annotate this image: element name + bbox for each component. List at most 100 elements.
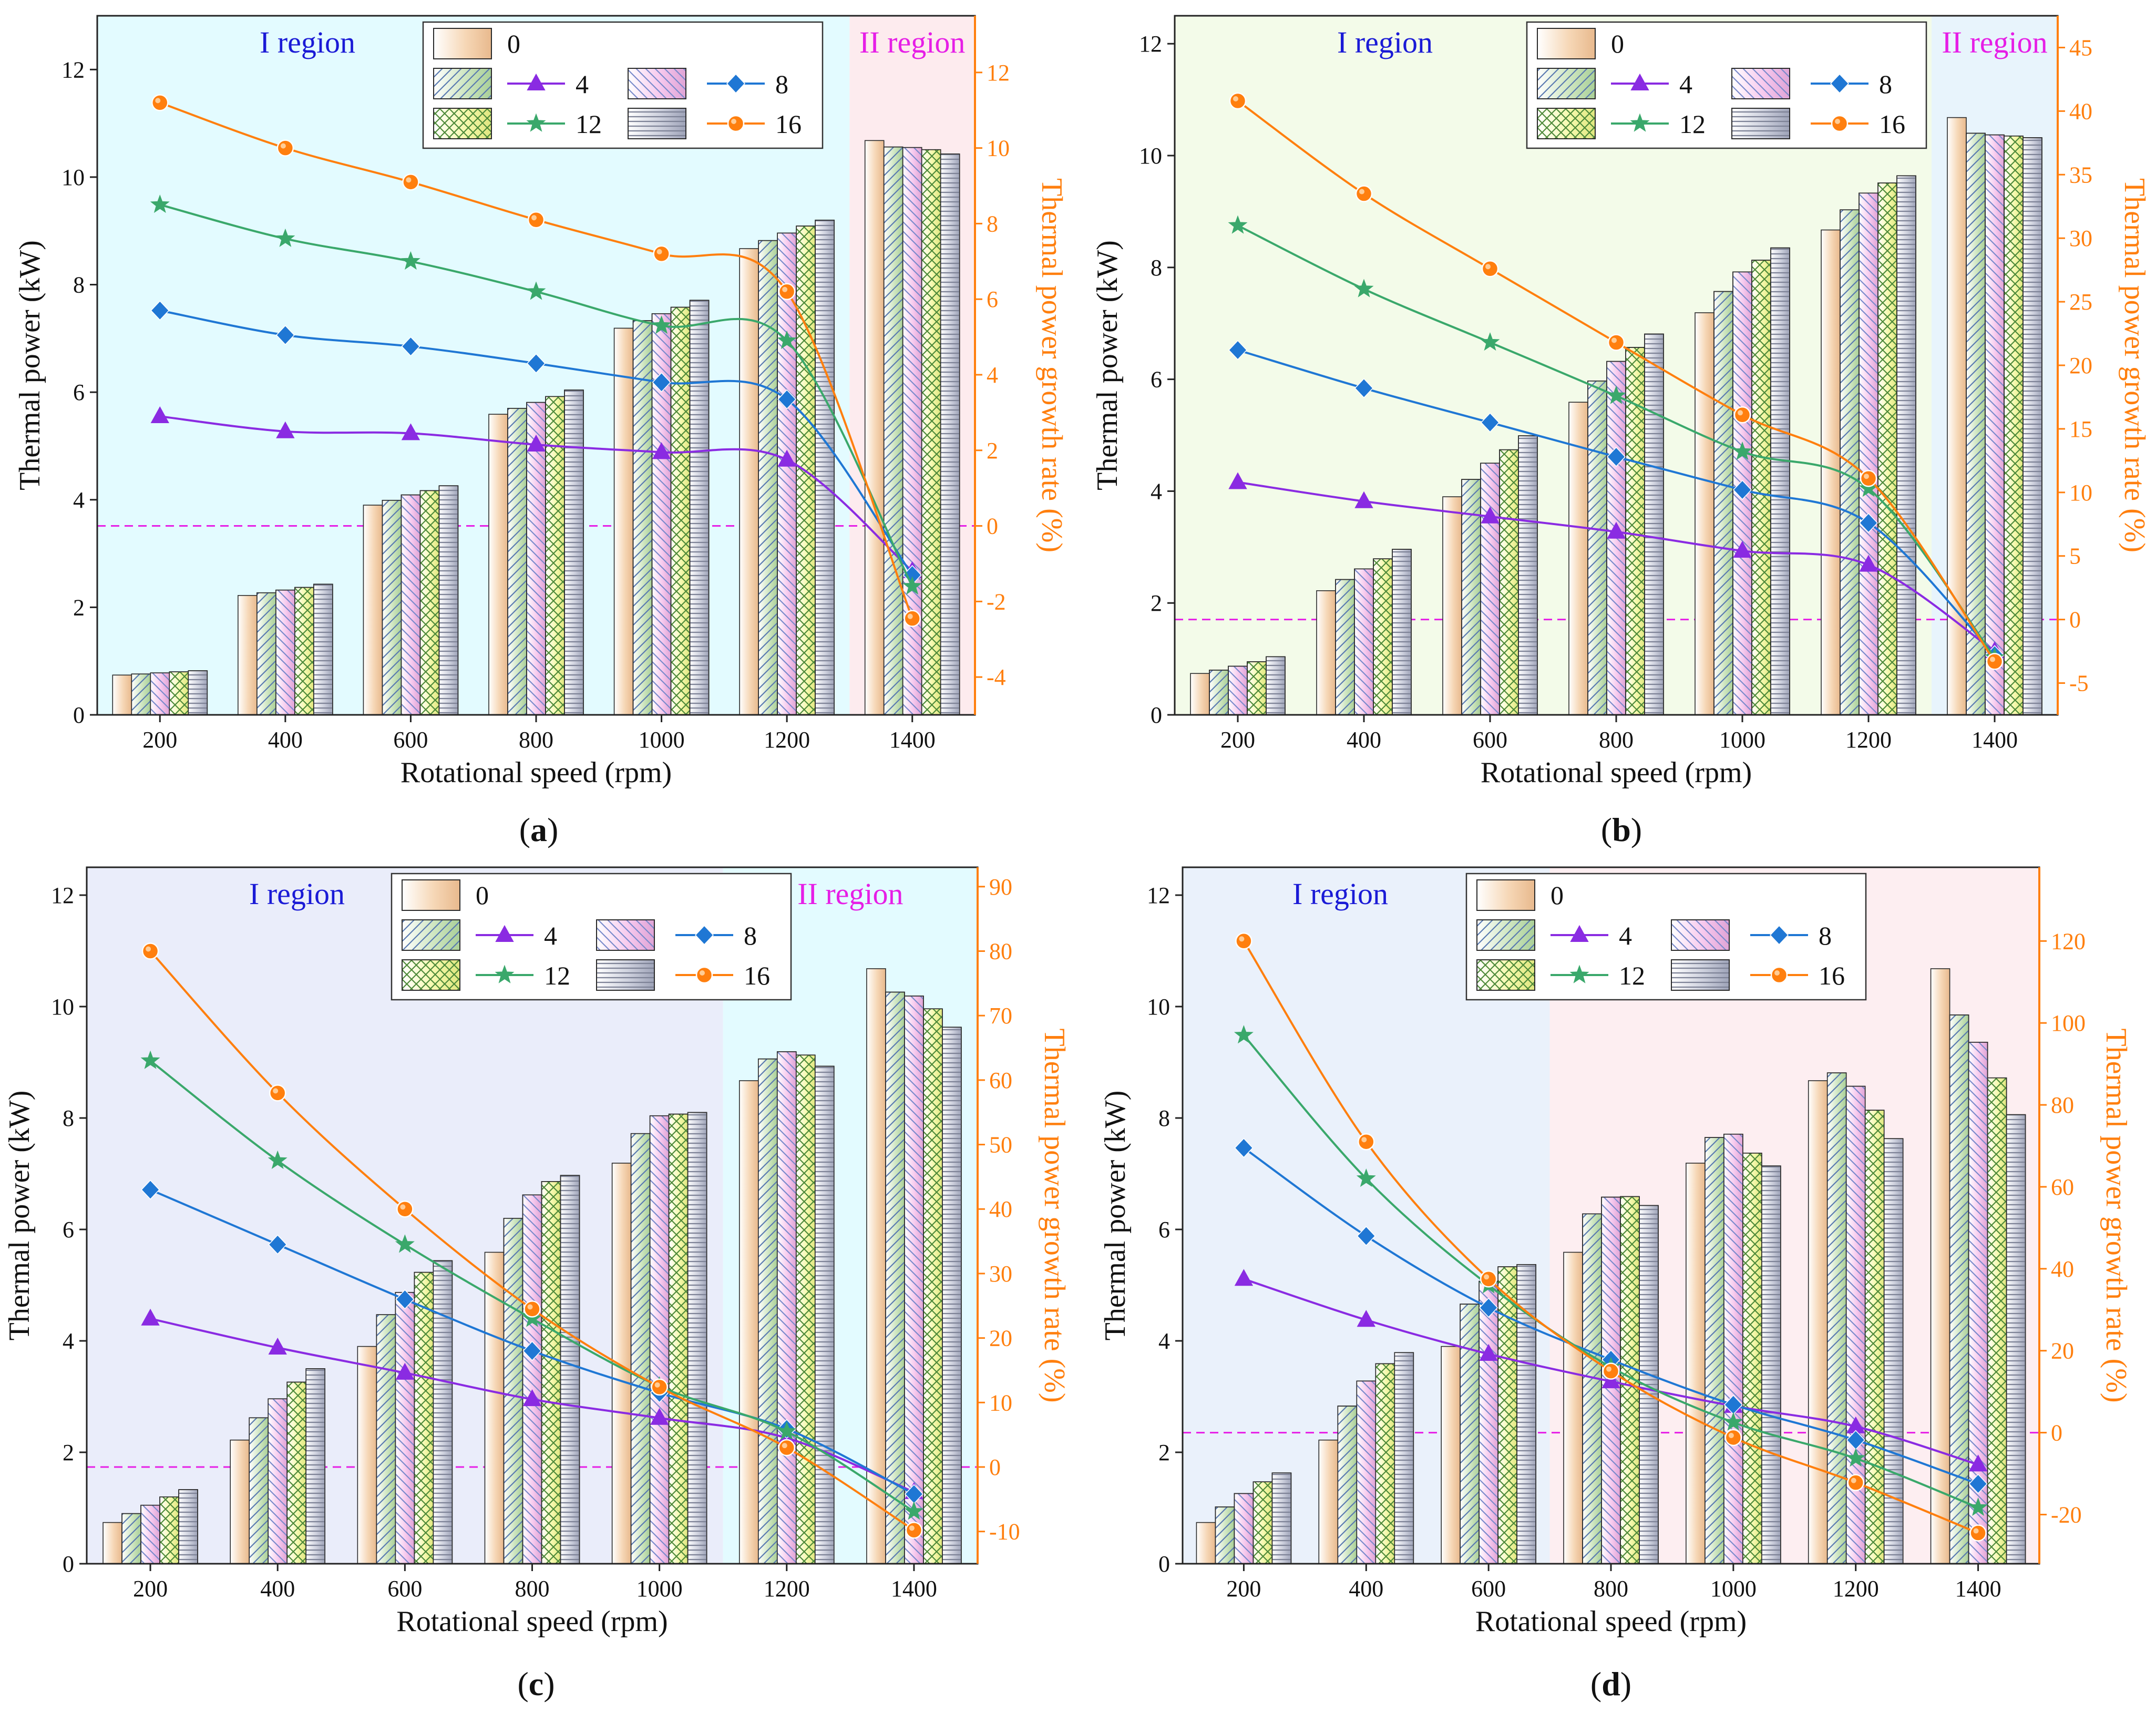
y-tick-label: 8: [63, 1105, 74, 1131]
bar-series-4-1200: [758, 240, 778, 715]
bar-series-12-600: [419, 490, 440, 715]
x-axis-label: Rotational speed (rpm): [1481, 756, 1752, 789]
bar-series-4-1200: [757, 1058, 778, 1564]
growth-point-12-400: [1356, 1168, 1376, 1187]
bar-series-0-1400: [864, 140, 885, 715]
growth-point-16-1400: [1986, 653, 2004, 670]
bar-series-12-200: [1247, 661, 1267, 715]
growth-point-16-200: [1235, 932, 1252, 950]
y-tick-label: 10: [1139, 143, 1162, 169]
growth-point-12-1000: [1732, 441, 1752, 460]
growth-point-8-400: [275, 325, 295, 345]
legend-label-4: 4: [544, 921, 557, 950]
growth-point-4-1000: [1733, 540, 1752, 558]
legend: 0 4 8 12 16: [422, 21, 824, 149]
x-tick-label: 1400: [1955, 1576, 2001, 1602]
bar-series-4-600: [382, 499, 402, 715]
bar-series-4-1200: [1840, 209, 1860, 715]
bar-series-4-600: [1461, 479, 1481, 715]
growth-point-16-600: [1480, 1270, 1497, 1288]
x-tick-label: 1400: [889, 727, 936, 753]
bar-series-0-600: [1442, 496, 1462, 715]
bar-series-0-800: [1563, 1252, 1583, 1564]
growth-point-4-200: [1234, 1269, 1254, 1286]
growth-point-16-400: [1358, 1133, 1375, 1151]
y-tick-label: 4: [73, 487, 85, 513]
bar-series-0-400: [230, 1439, 250, 1564]
legend: 0 4 8 12 16: [1465, 873, 1867, 1001]
growth-point-16-1000: [653, 245, 670, 263]
growth-point-8-600: [1480, 412, 1500, 433]
y-right-tick-label: 70: [989, 1003, 1012, 1029]
bar-series-12-1000: [670, 306, 691, 715]
bar-series-16-800: [560, 1175, 580, 1564]
legend-label-16: 16: [1819, 961, 1845, 990]
x-tick-label: 400: [268, 727, 303, 753]
growth-line-16: [159, 101, 913, 619]
y-right-tick-label: 10: [989, 1390, 1012, 1416]
bar-series-4-200: [121, 1513, 141, 1564]
bar-series-8-800: [522, 1194, 542, 1564]
bar-series-0-200: [1196, 1522, 1216, 1564]
bar-series-12-1200: [795, 1054, 816, 1564]
bar-series-0-1000: [613, 327, 634, 715]
x-tick-label: 600: [1471, 1576, 1506, 1602]
bar-series-8-1000: [1723, 1133, 1743, 1564]
growth-point-12-1000: [652, 315, 672, 334]
y-right-tick-label: -5: [2069, 671, 2089, 696]
y-tick-label: 2: [1151, 590, 1162, 616]
bar-series-12-1400: [2004, 135, 2024, 715]
y-tick-label: 8: [73, 272, 85, 298]
y-right-tick-label: -4: [987, 664, 1006, 690]
bar-series-8-1200: [1845, 1085, 1866, 1564]
bar-series-8-1000: [649, 1115, 670, 1564]
x-tick-label: 800: [1594, 1576, 1628, 1602]
x-tick-label: 600: [1473, 727, 1507, 753]
growth-point-16-400: [269, 1084, 286, 1102]
growth-point-4-400: [1354, 491, 1373, 508]
x-tick-label: 800: [515, 1576, 550, 1602]
growth-point-8-400: [1354, 378, 1374, 398]
y-axis-label: Thermal power (kW): [1091, 240, 1124, 490]
growth-point-8-1000: [652, 372, 671, 393]
bar-series-0-1400: [1930, 968, 1950, 1564]
bar-series-4-600: [1460, 1304, 1480, 1564]
bar-series-12-600: [414, 1271, 434, 1564]
x-tick-label: 1400: [891, 1576, 937, 1602]
bar-series-4-800: [507, 408, 527, 715]
growth-point-4-600: [401, 423, 420, 440]
bar-series-4-400: [1335, 579, 1355, 715]
x-tick-label: 400: [1347, 727, 1381, 753]
bar-series-4-400: [256, 592, 276, 715]
bar-series-16-1400: [942, 1027, 962, 1564]
legend: 0 4 8 12 16: [1526, 21, 1927, 149]
growth-point-16-1200: [1860, 469, 1877, 487]
y-right-tick-label: 0: [989, 1454, 1001, 1480]
x-tick-label: 800: [519, 727, 553, 753]
growth-point-4-800: [522, 1389, 542, 1407]
bar-series-4-200: [131, 673, 151, 715]
growth-point-4-400: [1357, 1310, 1375, 1327]
growth-point-12-800: [1606, 385, 1626, 404]
y-right-tick-label: 30: [2069, 225, 2092, 251]
bar-series-0-1200: [738, 1080, 759, 1564]
bar-series-16-1000: [689, 300, 710, 715]
bar-series-0-400: [1316, 590, 1336, 715]
y-right-tick-label: -20: [2051, 1502, 2082, 1527]
y-right-tick-label: 0: [2069, 607, 2081, 633]
growth-point-16-1200: [778, 1439, 796, 1457]
growth-point-16-600: [396, 1200, 414, 1218]
growth-point-16-800: [1607, 334, 1625, 351]
bar-series-16-200: [188, 670, 208, 715]
bar-series-4-1000: [1705, 1137, 1724, 1564]
y-tick-label: 0: [63, 1551, 74, 1577]
growth-point-16-800: [527, 211, 545, 229]
growth-point-12-1400: [902, 576, 922, 595]
growth-point-12-1000: [1723, 1412, 1743, 1431]
y-tick-label: 12: [61, 57, 85, 83]
legend-label-0: 0: [476, 880, 489, 910]
bar-series-4-200: [1209, 670, 1229, 715]
legend-label-8: 8: [775, 69, 788, 99]
y-right-tick-label: 12: [987, 60, 1010, 86]
y-right-tick-label: 0: [987, 514, 998, 539]
